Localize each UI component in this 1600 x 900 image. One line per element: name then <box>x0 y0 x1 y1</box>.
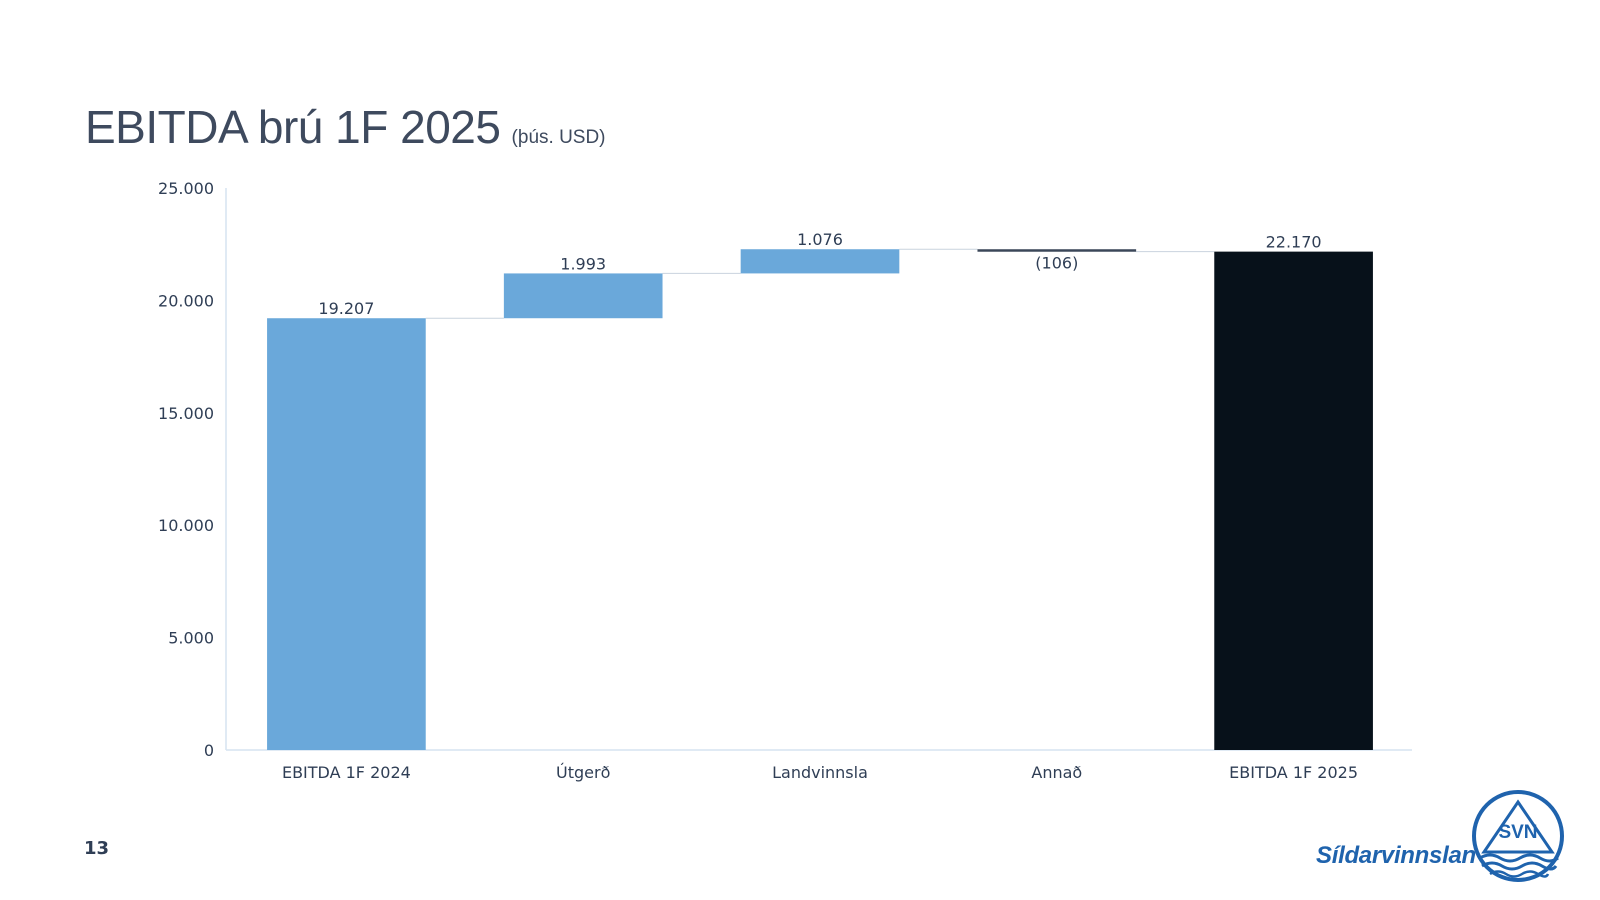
waterfall-bar <box>977 249 1137 252</box>
logo-badge: SVN <box>1498 822 1537 843</box>
data-label: 22.170 <box>1266 233 1322 252</box>
x-category-label: Landvinnsla <box>772 763 868 782</box>
x-category-label: Útgerð <box>556 763 610 782</box>
y-tick-label: 0 <box>204 741 214 760</box>
page-title: EBITDA brú 1F 2025 <box>85 101 501 153</box>
data-label: 1.076 <box>797 230 843 249</box>
data-label: (106) <box>1035 254 1078 273</box>
x-category-label: Annað <box>1031 763 1082 782</box>
waterfall-bar <box>267 318 426 750</box>
y-tick-label: 10.000 <box>158 516 214 535</box>
waterfall-bar <box>503 273 663 319</box>
x-category-label: EBITDA 1F 2024 <box>282 763 411 782</box>
logo-text: Síldarvinnslan hf <box>1316 842 1505 869</box>
y-tick-label: 5.000 <box>168 629 214 648</box>
data-label: 1.993 <box>560 254 606 273</box>
x-category-label: EBITDA 1F 2025 <box>1229 763 1358 782</box>
waterfall-bar <box>1214 251 1373 750</box>
svn-logo-icon: SVN <box>1472 790 1564 882</box>
page-number: 13 <box>84 838 110 859</box>
title-unit: (þús. USD) <box>511 127 606 148</box>
y-tick-label: 25.000 <box>158 179 214 198</box>
data-label: 19.207 <box>318 299 374 318</box>
slide-title: EBITDA brú 1F 2025 (þús. USD) <box>85 100 606 154</box>
y-tick-label: 20.000 <box>158 291 214 310</box>
company-logo: Síldarvinnslan hf SVN <box>1310 790 1600 898</box>
y-tick-label: 15.000 <box>158 404 214 423</box>
waterfall-bar <box>740 249 900 274</box>
